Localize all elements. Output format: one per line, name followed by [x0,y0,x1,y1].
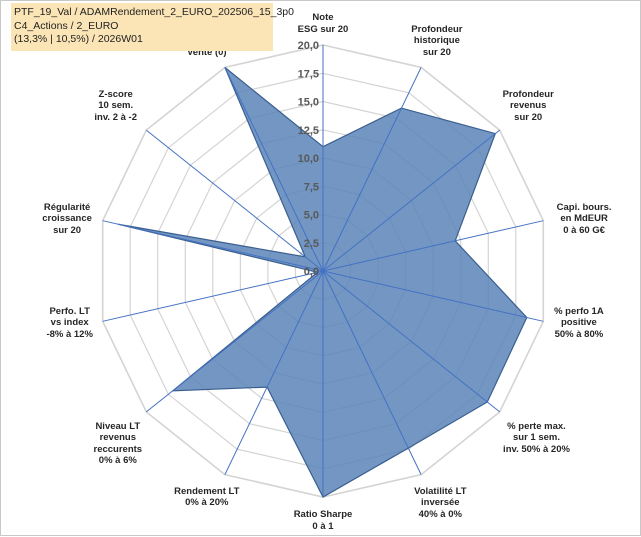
category-label-line: revenus [503,100,554,112]
category-label-line: Régularité [42,202,92,214]
radial-tick-label: 2,5 [304,238,319,250]
category-label-line: ESG sur 20 [298,24,349,36]
category-label-line: historique [411,35,462,47]
category-label-line: 50% à 80% [554,329,604,341]
category-label-line: inv. 2 à -2 [94,112,137,124]
category-label-line: Perfo. LT [46,306,92,318]
category-label-line: 0% à 6% [94,455,143,467]
category-label: % perte max.sur 1 sem.inv. 50% à 20% [503,421,570,456]
category-label-line: inversée [414,497,466,509]
category-label-line: % perte max. [503,421,570,433]
category-label-line: % perfo 1A [554,306,604,318]
radial-tick-label: 20,0 [298,40,319,52]
category-label-line: Niveau LT [94,421,143,433]
category-label-line: reccurents [94,444,143,456]
category-label-line: Rendement LT [174,486,239,498]
category-label-line: -8% à 12% [46,329,92,341]
radial-tick-label: 5,0 [304,210,319,222]
category-label-line: 10 sem. [94,100,137,112]
series-area [118,67,527,497]
category-label-line: sur 20 [503,112,554,124]
category-label-line: sur 20 [411,47,462,59]
category-label-line: 0 à 60 G€ [557,225,612,237]
category-label-line: 0% à 20% [174,497,239,509]
category-label-line: Note [298,12,349,24]
category-label-line: sur 20 [42,225,92,237]
radial-tick-label: 15,0 [298,97,319,109]
radial-tick-label: 10,0 [298,153,319,165]
radial-tick-label: 0,0 [304,266,319,278]
radial-tick-label: 17,5 [298,68,319,80]
category-label-line: Volatilité LT [414,486,466,498]
info-line-1: PTF_19_Val / ADAMRendement_2_EURO_202506… [14,6,270,20]
category-label-line: Profondeur [503,89,554,101]
info-line-3: (13,3% | 10,5%) / 2026W01 [14,33,270,47]
category-label-line: sur 1 sem. [503,432,570,444]
radial-tick-label: 7,5 [304,181,319,193]
category-label-line: 40% à 0% [414,509,466,521]
category-label-line: Capi. bours. [557,202,612,214]
category-label-line: Profondeur [411,24,462,36]
category-label-line: vs index [46,317,92,329]
portfolio-info-box: PTF_19_Val / ADAMRendement_2_EURO_202506… [11,3,273,51]
category-label-line: croissance [42,213,92,225]
category-label-line: Z-score [94,89,137,101]
radial-tick-label: 12,5 [298,125,319,137]
category-label-line: Ratio Sharpe [294,509,353,521]
category-label-line: positive [554,317,604,329]
category-label-line: en MdEUR [557,213,612,225]
category-label-line: inv. 50% à 20% [503,444,570,456]
category-label-line: 0 à 1 [294,521,353,533]
category-label-line: revenus [94,432,143,444]
info-line-2: C4_Actions / 2_EURO [14,20,270,34]
